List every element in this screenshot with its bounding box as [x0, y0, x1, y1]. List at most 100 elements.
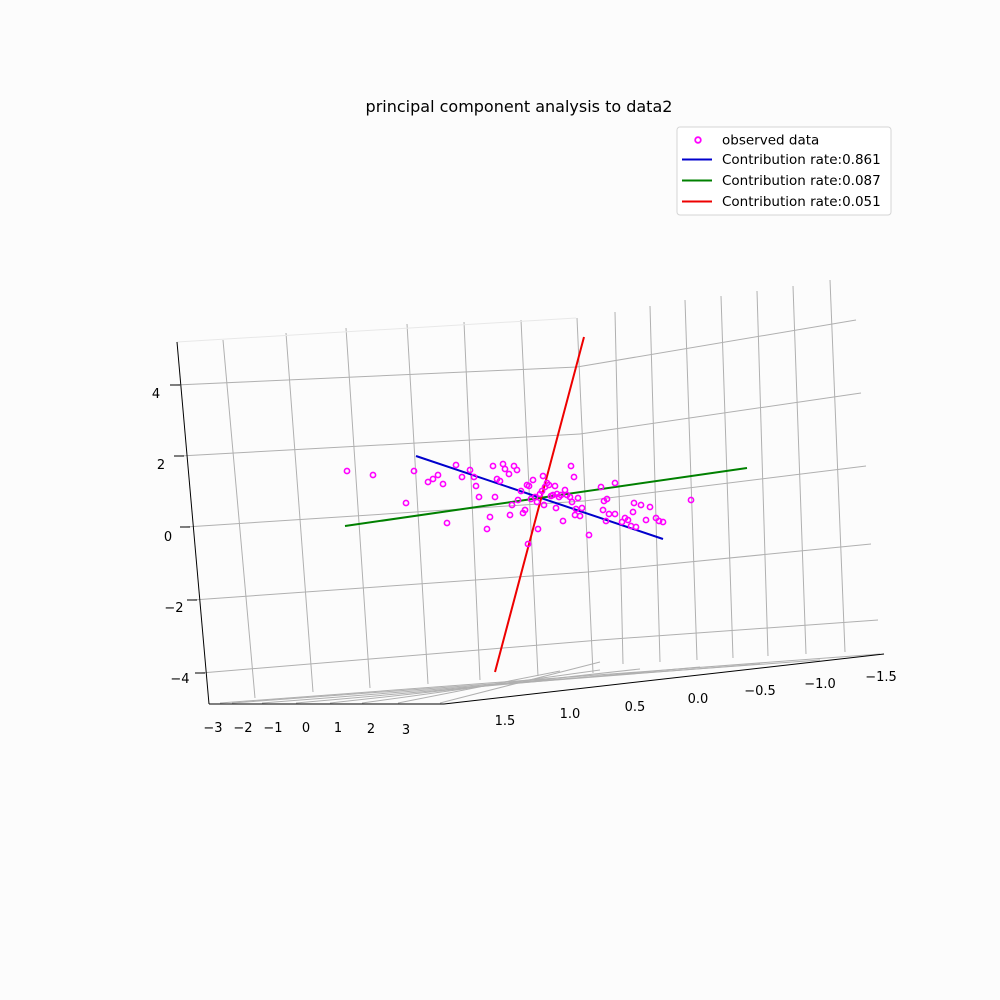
data-point: [343, 467, 351, 475]
data-point: [496, 477, 504, 485]
data-point: [521, 506, 529, 514]
legend-label-pc2: Contribution rate:0.087: [722, 173, 881, 189]
grid-line: [649, 305, 661, 663]
data-point: [452, 461, 460, 469]
z-axis-line: [176, 341, 210, 705]
data-point: [551, 482, 559, 490]
grid-line: [285, 332, 314, 693]
grid-line: [520, 319, 539, 677]
data-point: [514, 496, 522, 504]
legend-label-pc3: Contribution rate:0.051: [722, 194, 881, 210]
data-point: [534, 525, 542, 533]
data-point: [513, 466, 521, 474]
legend: observed data Contribution rate:0.861 Co…: [676, 126, 892, 216]
data-point: [369, 471, 377, 479]
grid-line: [579, 392, 862, 435]
data-point: [659, 518, 667, 526]
data-point: [410, 467, 418, 475]
grid-line: [439, 661, 601, 704]
data-point: [655, 517, 663, 525]
data-point: [549, 491, 557, 499]
y-tick-label: 0.0: [688, 692, 709, 707]
data-point: [402, 499, 410, 507]
data-point: [533, 498, 541, 506]
pc-line-3: [494, 336, 585, 673]
data-point: [506, 511, 514, 519]
data-point: [632, 523, 640, 531]
data-point: [574, 494, 582, 502]
data-point: [630, 499, 638, 507]
x-tick-label: −2: [233, 721, 252, 736]
legend-marker-observed: [694, 136, 702, 144]
data-point: [572, 505, 580, 513]
data-point: [491, 493, 499, 501]
y-tick-label: 1.5: [495, 714, 516, 729]
grid-line: [222, 339, 256, 699]
grid-line: [792, 285, 807, 655]
data-point: [585, 531, 593, 539]
data-point: [434, 471, 442, 479]
z-tick-label: 0: [164, 530, 172, 545]
data-point: [597, 483, 605, 491]
y-tick-label: 0.5: [625, 700, 646, 715]
z-tick-label: 4: [152, 387, 160, 402]
x-tick-label: −1: [263, 721, 282, 736]
grid-line: [720, 295, 734, 659]
grid-line: [185, 500, 585, 528]
data-point: [603, 495, 611, 503]
observed-data-points: [343, 460, 695, 548]
data-point: [529, 476, 537, 484]
x-tick-label: 2: [367, 722, 375, 737]
grid-line: [345, 327, 371, 689]
z-tick-label: 2: [157, 458, 165, 473]
grid-line: [406, 323, 429, 685]
data-point: [470, 473, 478, 481]
y-tick-label: −1.0: [804, 677, 836, 692]
grid-line: [829, 279, 846, 653]
data-point: [505, 470, 513, 478]
grid-line: [684, 299, 698, 661]
grid-line: [175, 366, 578, 386]
data-point: [424, 478, 432, 486]
data-point: [486, 513, 494, 521]
data-point: [624, 516, 632, 524]
grid-line: [463, 321, 481, 681]
y-tick-label: 1.0: [560, 707, 581, 722]
data-point: [483, 525, 491, 533]
grid-line: [583, 465, 867, 502]
data-point: [517, 487, 525, 495]
data-point: [599, 506, 607, 514]
x-tick-label: 0: [302, 721, 310, 736]
grid-line: [614, 311, 624, 665]
data-point: [439, 480, 447, 488]
grid-line: [587, 543, 872, 573]
data-point: [567, 462, 575, 470]
data-point: [637, 501, 645, 509]
grid-line: [192, 571, 589, 601]
z-tick-label: −2: [164, 601, 183, 616]
data-point: [501, 465, 509, 473]
data-point: [570, 473, 578, 481]
x-tick-label: 3: [402, 723, 410, 738]
y-tick-label: −0.5: [744, 684, 776, 699]
x-tick-label: −3: [203, 721, 222, 736]
data-point: [525, 482, 533, 490]
data-point: [508, 501, 516, 509]
axis-lines: [170, 341, 885, 705]
grid-line: [200, 639, 601, 674]
data-point: [552, 504, 560, 512]
data-point: [642, 516, 650, 524]
data-point: [611, 479, 619, 487]
data-point: [540, 501, 548, 509]
legend-label-observed: observed data: [722, 133, 819, 149]
z-tick-label: −4: [170, 672, 189, 687]
legend-box: [676, 126, 892, 216]
grid-line: [576, 317, 594, 674]
data-point: [602, 517, 610, 525]
data-point: [687, 496, 695, 504]
grid-line: [179, 433, 581, 457]
data-point: [489, 462, 497, 470]
data-point: [576, 512, 584, 520]
grid-line: [576, 319, 857, 368]
